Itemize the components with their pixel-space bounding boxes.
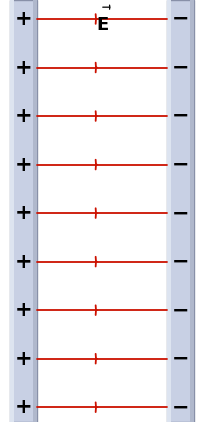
Bar [190,0,194,422]
Text: +: + [15,9,32,29]
Text: −: − [172,252,189,272]
Bar [167,0,171,422]
Text: −: − [172,203,189,223]
Text: +: + [15,252,32,272]
Text: +: + [15,57,32,78]
Text: +: + [15,300,32,320]
Text: +: + [15,349,32,369]
Bar [10,0,37,422]
Text: +: + [15,154,32,175]
Text: −: − [172,154,189,175]
Text: −: − [172,106,189,126]
Text: −: − [172,9,189,29]
Text: +: + [15,106,32,126]
Bar [167,0,194,422]
Text: −: − [172,300,189,320]
Text: +: + [15,397,32,417]
Text: −: − [172,397,189,417]
Text: E: E [96,16,108,34]
Text: −: − [172,57,189,78]
Text: −: − [172,349,189,369]
Bar [33,0,37,422]
Text: +: + [15,203,32,223]
Bar [10,0,14,422]
